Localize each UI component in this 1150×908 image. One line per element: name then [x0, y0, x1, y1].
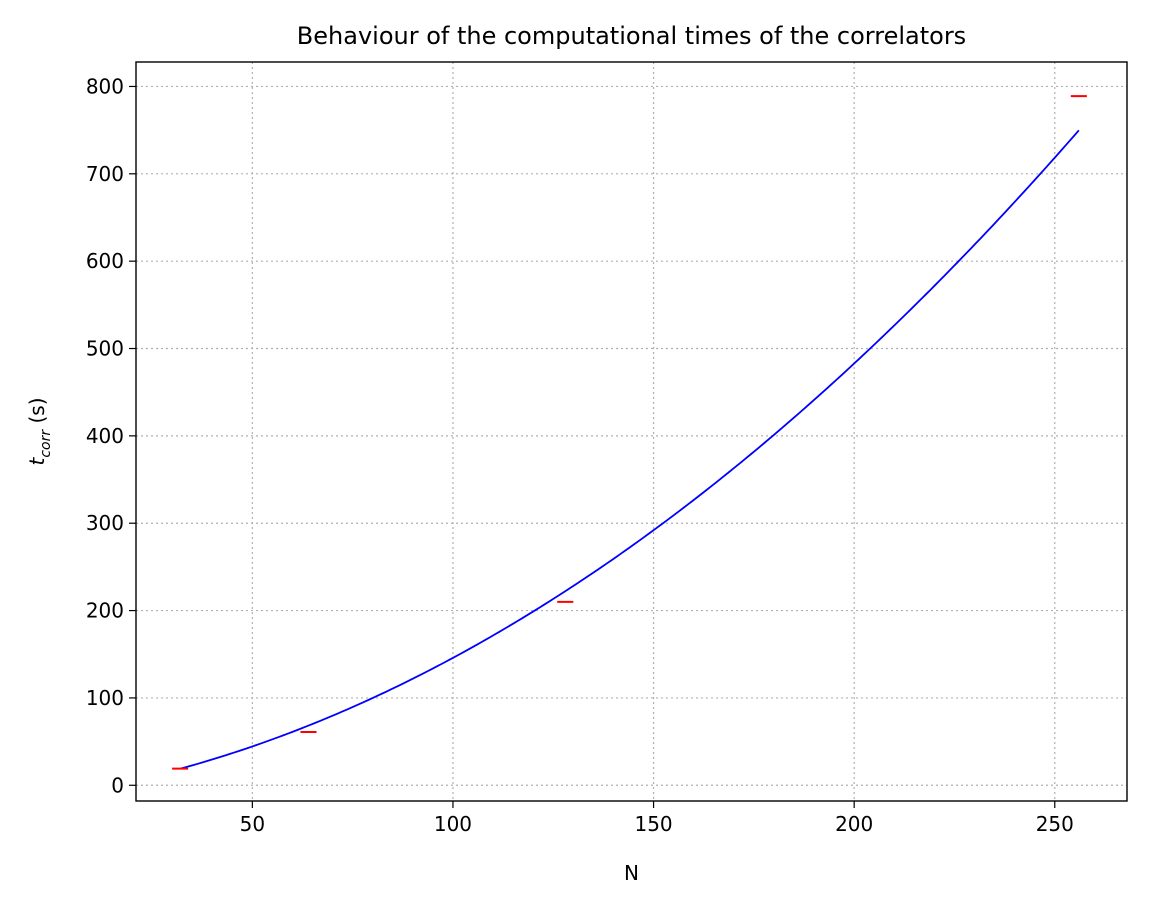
y-axis-label-base: t	[25, 457, 49, 466]
y-axis-ticks: 0 100 200 300 400 500 600 700 800	[86, 74, 136, 797]
y-axis-label: tcorr (s)	[25, 397, 54, 465]
fit-curve-layer	[179, 129, 1080, 770]
y-tick-label: 200	[86, 599, 124, 623]
y-tick-label: 600	[86, 249, 124, 273]
x-tick-label: 100	[434, 812, 472, 836]
x-tick-label: 250	[1036, 812, 1074, 836]
y-tick-label: 500	[86, 337, 124, 361]
y-tick-label: 0	[111, 773, 124, 797]
y-tick-label: 800	[86, 74, 124, 98]
data-points-layer	[172, 95, 1087, 770]
y-axis-label-subscript: corr	[38, 429, 54, 458]
y-tick-label: 300	[86, 511, 124, 535]
x-tick-label: 150	[634, 812, 672, 836]
y-tick-label: 100	[86, 686, 124, 710]
x-tick-label: 200	[835, 812, 873, 836]
y-axis-label-suffix: (s)	[25, 397, 49, 429]
plot-frame	[135, 61, 1128, 802]
chart-title: Behaviour of the computational times of …	[297, 22, 966, 50]
x-axis-label: N	[624, 861, 639, 885]
y-tick-label: 400	[86, 424, 124, 448]
fit-curve	[179, 129, 1080, 770]
x-tick-label: 50	[240, 812, 265, 836]
y-tick-label: 700	[86, 162, 124, 186]
grid	[136, 62, 1127, 801]
x-axis-ticks: 50 100 150 200 250	[240, 801, 1074, 836]
